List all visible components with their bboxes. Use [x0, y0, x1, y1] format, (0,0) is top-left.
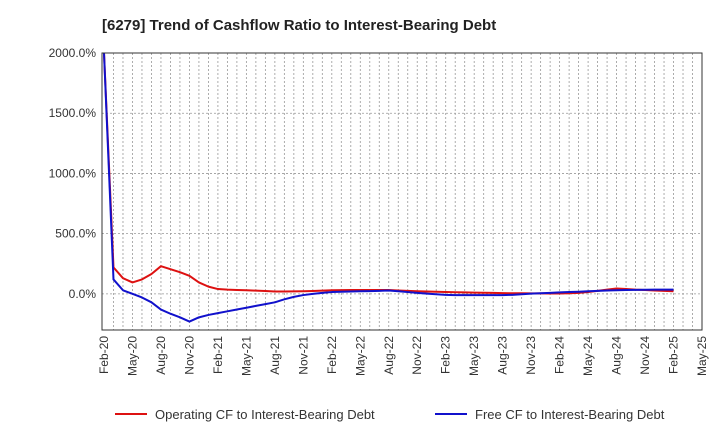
- x-tick-label: Nov-23: [524, 336, 538, 375]
- x-tick-label: May-25: [695, 336, 709, 376]
- x-tick-label: Nov-24: [638, 336, 652, 375]
- x-tick-label: Nov-21: [296, 336, 310, 375]
- x-tick-label: Feb-21: [211, 336, 225, 374]
- x-tick-label: Nov-22: [410, 336, 424, 375]
- series-line-1: [103, 53, 674, 323]
- x-tick-label: Feb-24: [553, 336, 567, 374]
- x-tick-label: May-24: [581, 336, 595, 376]
- x-tick-label: May-22: [353, 336, 367, 376]
- x-axis-ticks: Feb-20 May-20 Aug-20 Nov-20 Feb-21 May-21 Aug-…: [97, 336, 709, 376]
- y-tick-label: 1500.0%: [49, 106, 97, 120]
- legend-label-free: Free CF to Interest-Bearing Debt: [475, 407, 665, 422]
- x-tick-label: Nov-20: [182, 336, 196, 375]
- y-tick-label: 1000.0%: [49, 166, 97, 180]
- x-tick-label: Feb-23: [439, 336, 453, 374]
- y-axis-ticks: 0.0% 500.0% 1000.0% 1500.0% 2000.0%: [49, 46, 97, 301]
- x-tick-label: May-23: [467, 336, 481, 376]
- plot-frame: [101, 52, 703, 331]
- y-tick-label: 500.0%: [55, 227, 96, 241]
- chart-title: [6279] Trend of Cashflow Ratio to Intere…: [102, 17, 496, 34]
- series-lines: [103, 53, 674, 323]
- y-tick-label: 2000.0%: [49, 46, 97, 60]
- x-tick-label: Feb-22: [325, 336, 339, 374]
- x-tick-label: Aug-24: [610, 336, 624, 375]
- x-tick-label: Aug-23: [496, 336, 510, 375]
- x-tick-label: Aug-20: [154, 336, 168, 375]
- x-tick-label: Aug-22: [382, 336, 396, 375]
- legend: Operating CF to Interest-Bearing Debt Fr…: [115, 407, 665, 422]
- x-tick-label: Feb-25: [667, 336, 681, 374]
- y-tick-label: 0.0%: [69, 287, 97, 301]
- x-tick-label: May-21: [239, 336, 253, 376]
- legend-label-operating: Operating CF to Interest-Bearing Debt: [155, 407, 375, 422]
- x-tick-label: Aug-21: [268, 336, 282, 375]
- x-tick-label: May-20: [125, 336, 139, 376]
- x-tick-label: Feb-20: [97, 336, 111, 374]
